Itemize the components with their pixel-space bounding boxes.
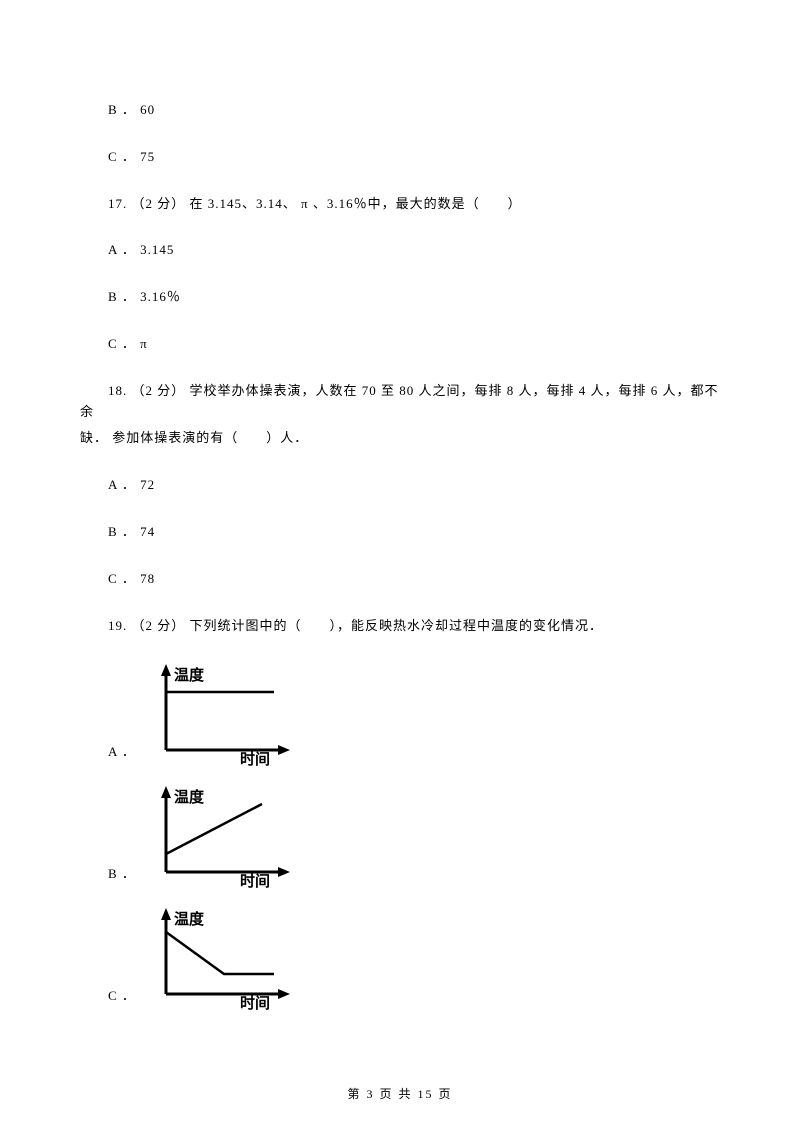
option-label: B ． <box>108 524 136 539</box>
ylabel: 温度 <box>174 666 205 684</box>
q-text2: 参加体操表演的有（ ）人． <box>112 430 308 445</box>
question-18-cont: 缺． 参加体操表演的有（ ）人． <box>80 428 720 449</box>
option-label: B ． <box>108 102 136 117</box>
q-text: 下列统计图中的（ ），能反映热水冷却过程中温度的变化情况． <box>190 618 604 633</box>
q-points: （2 分） <box>132 383 186 398</box>
q19-chart-a: A ． 温度 时间 <box>108 662 720 766</box>
option-text: 72 <box>140 477 155 492</box>
xlabel: 时间 <box>240 994 270 1010</box>
option-label: B ． <box>108 289 136 304</box>
option-label: A ． <box>108 242 136 257</box>
question-19: 19. （2 分） 下列统计图中的（ ），能反映热水冷却过程中温度的变化情况． <box>80 616 720 637</box>
chart-label: A ． <box>108 741 136 766</box>
q-text: 在 3.145、3.14、 π 、3.16％中，最大的数是（ ） <box>190 196 522 211</box>
chart-flat: 温度 时间 <box>144 662 300 766</box>
ylabel: 温度 <box>174 788 205 806</box>
q17-option-b: B ． 3.16％ <box>80 287 720 308</box>
option-label: C ． <box>108 149 136 164</box>
question-18: 18. （2 分） 学校举办体操表演，人数在 70 至 80 人之间，每排 8 … <box>80 381 720 423</box>
option-text: 74 <box>140 524 155 539</box>
q19-chart-c: C ． 温度 时间 <box>108 906 720 1010</box>
option-text: 75 <box>140 149 155 164</box>
page-footer: 第 3 页 共 15 页 <box>0 1085 800 1102</box>
ylabel: 温度 <box>174 910 205 928</box>
question-17: 17. （2 分） 在 3.145、3.14、 π 、3.16％中，最大的数是（… <box>80 194 720 215</box>
chart-falling-flat: 温度 时间 <box>144 906 300 1010</box>
chart-rising: 温度 时间 <box>144 784 300 888</box>
option-text: 3.16％ <box>140 289 181 304</box>
page-content: B ． 60 C ． 75 17. （2 分） 在 3.145、3.14、 π … <box>0 0 800 1068</box>
option-label: C ． <box>108 336 136 351</box>
xlabel: 时间 <box>240 872 270 888</box>
xlabel: 时间 <box>240 750 270 766</box>
option-label: A ． <box>108 477 136 492</box>
q-points: （2 分） <box>132 618 186 633</box>
option-text: 60 <box>140 102 155 117</box>
chart-label: B ． <box>108 863 136 888</box>
option-c-prev: C ． 75 <box>80 147 720 168</box>
q-number: 17. <box>108 196 127 211</box>
q-number: 19. <box>108 618 127 633</box>
option-b-prev: B ． 60 <box>80 100 720 121</box>
q-points: （2 分） <box>132 196 186 211</box>
option-text: 3.145 <box>140 242 174 257</box>
q18-option-c: C ． 78 <box>80 569 720 590</box>
chart-label: C ． <box>108 985 136 1010</box>
q18-option-b: B ． 74 <box>80 522 720 543</box>
q19-chart-b: B ． 温度 时间 <box>108 784 720 888</box>
option-text: π <box>140 336 148 351</box>
q17-option-a: A ． 3.145 <box>80 240 720 261</box>
q-number: 18. <box>108 383 127 398</box>
q18-option-a: A ． 72 <box>80 475 720 496</box>
q17-option-c: C ． π <box>80 334 720 355</box>
q-prefix2: 缺． <box>80 430 108 445</box>
footer-text: 第 3 页 共 15 页 <box>347 1087 452 1101</box>
option-label: C ． <box>108 571 136 586</box>
option-text: 78 <box>140 571 155 586</box>
